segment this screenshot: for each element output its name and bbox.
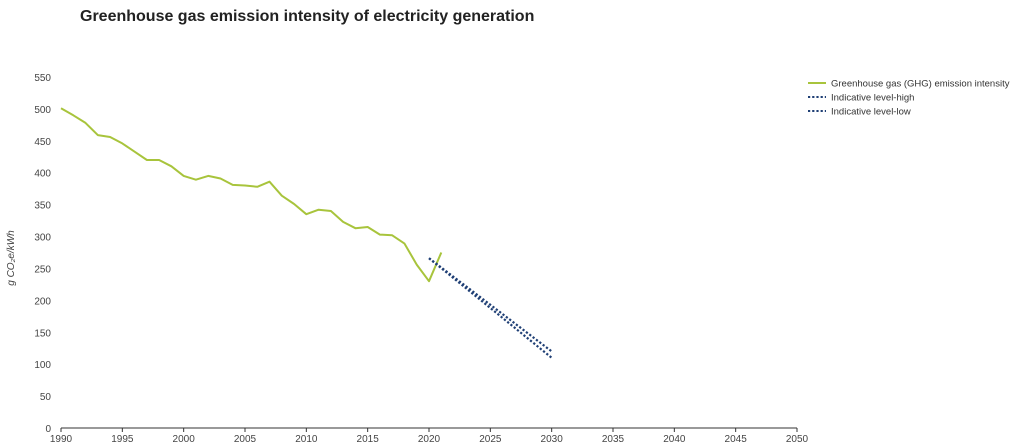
legend-item-0[interactable]: Greenhouse gas (GHG) emission intensity: [808, 79, 1010, 90]
legend-label: Greenhouse gas (GHG) emission intensity: [831, 79, 1010, 90]
x-tick-label: 2015: [357, 434, 380, 444]
axes: 1990 1995 2000 2005 2010 2015 2020 2025 2030 2035…: [34, 73, 808, 444]
x-tick-label: 2050: [786, 434, 809, 444]
y-tick-label: 400: [34, 169, 51, 180]
x-tick-label: 2000: [173, 434, 196, 444]
legend-label: Indicative level-high: [831, 93, 914, 104]
y-tick-label: 550: [34, 73, 51, 84]
x-tick-label: 2005: [234, 434, 257, 444]
x-tick-label: 2010: [295, 434, 318, 444]
x-tick-label: 2030: [541, 434, 564, 444]
legend[interactable]: Greenhouse gas (GHG) emission intensity I…: [808, 79, 1010, 118]
x-tick-label: 2035: [602, 434, 625, 444]
series-line-2: [428, 257, 553, 359]
y-tick-label: 0: [45, 424, 51, 435]
x-tick-label: 1995: [111, 434, 134, 444]
y-tick-label: 150: [34, 328, 51, 339]
x-tick-label: 1990: [50, 434, 73, 444]
y-tick-label: 250: [34, 264, 51, 275]
y-tick-label: 450: [34, 137, 51, 148]
legend-label: Indicative level-low: [831, 107, 911, 118]
x-tick-label: 2045: [725, 434, 748, 444]
y-tick-label: 500: [34, 105, 51, 116]
series-line-0: [60, 107, 443, 283]
y-axis-label: g CO₂e/kWh: [6, 230, 17, 286]
series-layer: [60, 107, 553, 359]
x-tick-label: 2020: [418, 434, 441, 444]
y-tick-label: 100: [34, 360, 51, 371]
x-tick-label: 2025: [479, 434, 502, 444]
chart-title: Greenhouse gas emission intensity of ele…: [80, 8, 535, 25]
y-tick-label: 300: [34, 233, 51, 244]
x-tick-label: 2040: [663, 434, 686, 444]
y-tick-label: 350: [34, 201, 51, 212]
y-tick-label: 50: [40, 392, 52, 403]
y-tick-label: 200: [34, 296, 51, 307]
legend-item-2[interactable]: Indicative level-low: [808, 107, 911, 118]
legend-item-1[interactable]: Indicative level-high: [808, 93, 914, 104]
y-axis-label-group: g CO₂e/kWh: [6, 230, 17, 286]
